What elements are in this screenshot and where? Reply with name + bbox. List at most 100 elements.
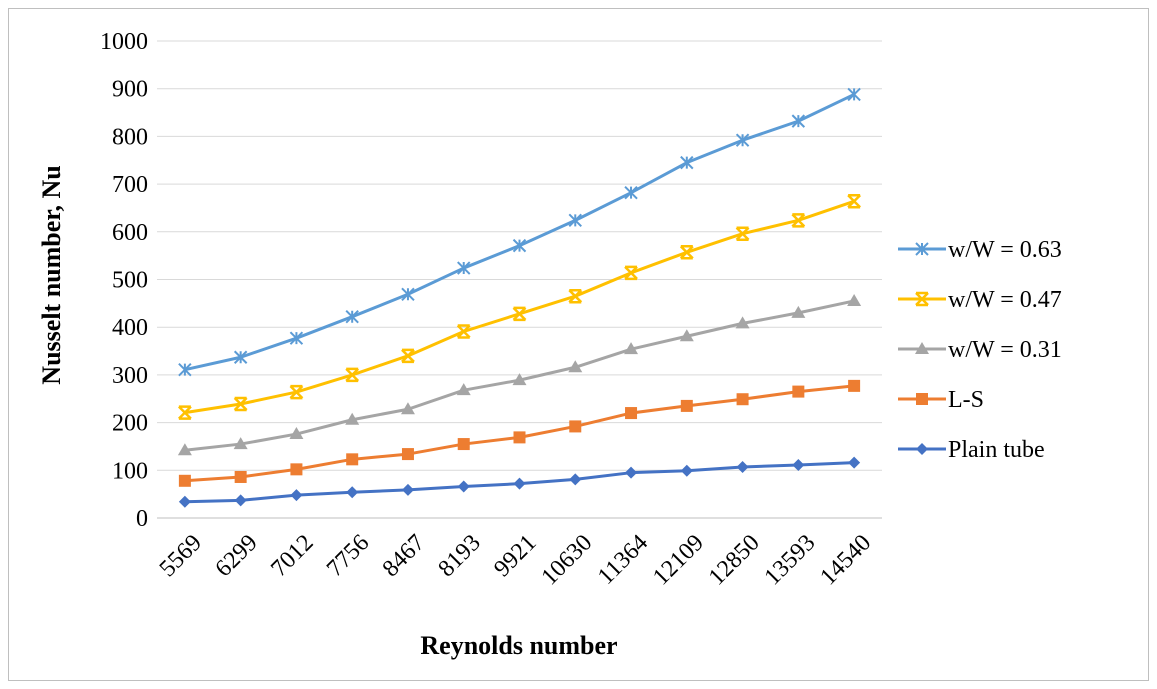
data-point <box>234 494 247 507</box>
data-point <box>736 460 749 473</box>
legend-label: w/W = 0.47 <box>948 287 1062 313</box>
data-point <box>735 133 750 147</box>
x-axis-title: Reynolds number <box>420 631 617 660</box>
series-plain-tube <box>178 456 861 508</box>
y-tick-label: 500 <box>112 268 148 294</box>
data-point <box>457 438 470 451</box>
data-point <box>847 293 862 306</box>
data-point <box>233 437 248 450</box>
data-point <box>625 407 638 420</box>
data-point <box>290 463 303 476</box>
legend-item: L-S <box>898 387 984 413</box>
data-point <box>915 291 929 307</box>
y-tick-label: 600 <box>112 220 148 246</box>
data-point <box>457 261 471 275</box>
data-point <box>848 379 861 392</box>
data-point <box>625 466 638 479</box>
data-point <box>345 367 360 383</box>
data-point <box>736 393 749 406</box>
data-point <box>401 348 415 364</box>
data-point <box>346 453 359 466</box>
data-point <box>456 383 471 396</box>
data-point <box>569 420 582 433</box>
x-tick-label: 14540 <box>815 530 876 591</box>
series-group <box>177 87 862 508</box>
y-tick-label: 100 <box>112 458 148 484</box>
data-point <box>177 443 192 456</box>
data-point <box>679 245 694 260</box>
data-point <box>680 464 693 477</box>
data-point <box>915 342 929 354</box>
data-point <box>679 329 694 342</box>
y-tick-label: 700 <box>112 172 148 198</box>
data-point <box>401 287 415 301</box>
x-tick-label: 12850 <box>704 530 765 591</box>
data-point <box>233 396 248 412</box>
data-point <box>792 459 805 472</box>
legend-item: w/W = 0.31 <box>898 337 1062 363</box>
y-tick-label: 400 <box>112 315 148 341</box>
y-tick-label: 1000 <box>100 29 148 55</box>
x-tick-label: 13593 <box>760 530 821 591</box>
legend-item: Plain tube <box>898 437 1045 463</box>
legend: w/W = 0.63 w/W = 0.47 w/W = 0.31 L-S Plain t… <box>898 237 1062 463</box>
data-point <box>345 412 360 425</box>
data-point <box>233 350 248 364</box>
data-point <box>457 480 470 493</box>
x-tick-label: 6299 <box>210 530 262 582</box>
series-w-w-0-47 <box>178 194 861 420</box>
data-point <box>290 489 303 502</box>
data-point <box>735 316 750 329</box>
data-point <box>624 185 638 200</box>
x-tick-label: 10630 <box>537 530 598 591</box>
data-point <box>512 238 527 253</box>
data-point <box>346 486 359 499</box>
data-point <box>345 309 359 324</box>
data-point <box>234 470 247 483</box>
legend-item: w/W = 0.47 <box>898 287 1062 313</box>
x-tick-label: 9921 <box>489 530 541 582</box>
series-l-s <box>178 379 861 487</box>
data-point <box>735 226 750 241</box>
legend-label: w/W = 0.31 <box>948 337 1062 363</box>
data-point <box>178 495 191 508</box>
x-tick-label: 8193 <box>434 530 486 582</box>
data-point <box>456 324 471 339</box>
data-point <box>512 373 527 386</box>
x-tick-label: 7756 <box>322 530 374 582</box>
data-point <box>568 213 582 228</box>
x-tick-labels: 5569 6299 7012 7756 8467 8193 9921106301136412… <box>155 530 877 591</box>
data-point <box>569 473 582 486</box>
legend-label: w/W = 0.63 <box>948 237 1062 263</box>
data-point <box>680 155 694 170</box>
data-point <box>568 288 583 304</box>
x-tick-label: 8467 <box>378 530 430 582</box>
data-point <box>791 114 806 128</box>
legend-label: L-S <box>948 387 984 413</box>
y-tick-label: 0 <box>136 506 148 532</box>
data-point <box>178 405 192 420</box>
data-point <box>289 427 304 440</box>
data-point <box>915 242 929 256</box>
data-point <box>847 87 861 102</box>
data-point <box>289 331 304 345</box>
data-point <box>916 443 928 455</box>
chart-frame <box>8 8 1149 681</box>
y-tick-label: 300 <box>112 363 148 389</box>
y-tick-label: 800 <box>112 124 148 150</box>
legend-item: w/W = 0.63 <box>898 237 1062 263</box>
x-tick-label: 7012 <box>266 530 318 582</box>
data-point <box>791 305 806 318</box>
x-tick-label: 11364 <box>593 530 653 590</box>
data-point <box>848 456 861 469</box>
data-point <box>624 342 639 355</box>
data-point <box>178 474 191 487</box>
data-point <box>916 393 928 405</box>
data-point <box>680 399 693 412</box>
data-point <box>513 477 526 490</box>
series-w-w-0-31 <box>177 293 862 456</box>
y-axis-title: Nusselt number, Nu <box>37 165 66 384</box>
data-point <box>401 483 414 496</box>
data-point <box>400 402 415 415</box>
